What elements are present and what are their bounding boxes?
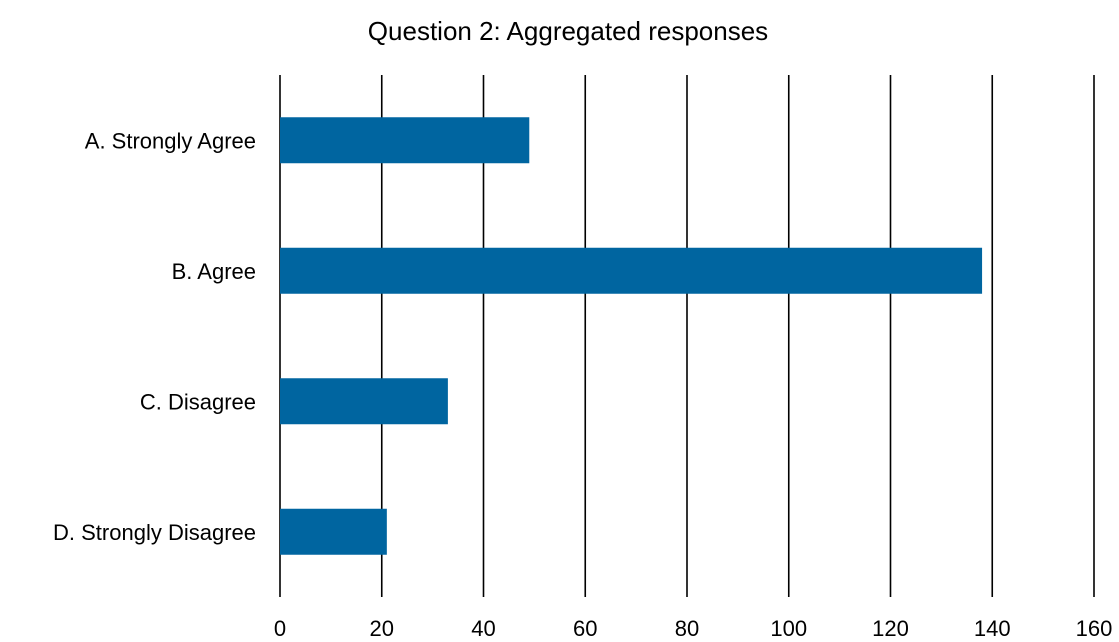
- bar-1: [280, 117, 530, 164]
- bars: [280, 117, 983, 555]
- x-tick-label: 60: [573, 616, 597, 641]
- bar-2: [280, 247, 983, 294]
- category-label: A. Strongly Agree: [85, 128, 256, 153]
- x-tick-label: 100: [770, 616, 807, 641]
- category-label: B. Agree: [172, 259, 256, 284]
- x-tick-label: 160: [1076, 616, 1113, 641]
- bar-3: [280, 378, 448, 425]
- x-tick-label: 0: [274, 616, 286, 641]
- x-tick-label: 40: [471, 616, 495, 641]
- bar-4: [280, 508, 387, 555]
- category-label: C. Disagree: [140, 389, 256, 414]
- category-labels: A. Strongly Agree B. Agree C. Disagree D. S…: [53, 128, 256, 545]
- x-tick-label: 120: [872, 616, 909, 641]
- category-label: D. Strongly Disagree: [53, 520, 256, 545]
- x-tick-label: 140: [974, 616, 1011, 641]
- chart-title: Question 2: Aggregated responses: [368, 16, 768, 46]
- x-tick-labels: 0 20 40 60 80 100 120 140 160: [274, 616, 1112, 641]
- x-tick-label: 80: [675, 616, 699, 641]
- x-tick-label: 20: [370, 616, 394, 641]
